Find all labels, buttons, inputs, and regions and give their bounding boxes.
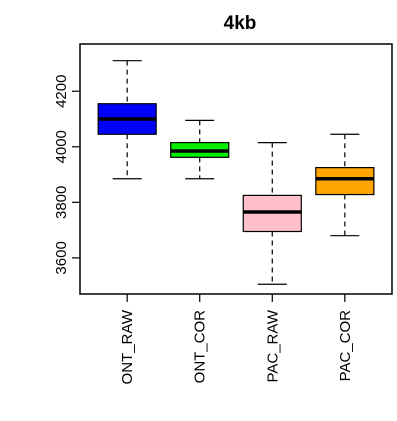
box-ont-cor [170, 119, 230, 180]
y-tick-label: 4200 [53, 75, 70, 108]
y-tick-label: 4000 [53, 130, 70, 163]
box-ont-raw [97, 60, 157, 180]
y-axis: 3600 3800 4000 4200 [53, 75, 80, 275]
box-pac-cor [315, 133, 375, 237]
y-tick-label: 3800 [53, 186, 70, 219]
x-category-label: ONT_COR [192, 310, 209, 384]
y-tick-label: 3600 [53, 241, 70, 274]
x-category-label: PAC_COR [337, 310, 354, 382]
plot-frame [79, 43, 393, 295]
box-pac-raw [242, 142, 302, 285]
box-series [97, 60, 375, 285]
x-category-label: ONT_RAW [119, 309, 136, 384]
x-axis: ONT_RAW ONT_COR PAC_RAW PAC_COR [119, 294, 354, 384]
x-category-label: PAC_RAW [264, 309, 281, 382]
chart-title: 4kb [224, 13, 257, 34]
iqr-box [315, 167, 375, 196]
